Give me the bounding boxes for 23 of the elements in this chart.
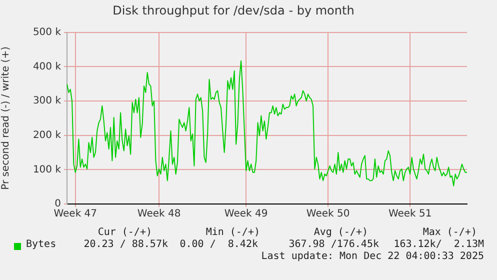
x-tick-label: Week 51: [388, 208, 432, 220]
y-tick-label: 100 k: [32, 164, 62, 176]
y-tick-label: 0: [54, 198, 61, 210]
text: 0.00 / 8.42k: [180, 239, 258, 251]
text: 163.12k/ 2.13M: [394, 239, 484, 251]
text: 20.23 / 88.57k: [84, 239, 168, 251]
legend-label: Bytes: [26, 239, 56, 251]
y-tick-label: 200 k: [32, 130, 62, 141]
y-tick-label: 500 k: [32, 26, 62, 38]
y-tick-label: 300 k: [32, 96, 62, 107]
text: Cur (-/+): [98, 227, 152, 239]
text: Max (-/+): [422, 227, 477, 239]
y-axis-title: Pr second read (-) / write (+): [0, 46, 12, 190]
text: Min (-/+): [206, 227, 260, 239]
x-tick-label: Week 47: [54, 208, 98, 220]
y-tick-label: 400 k: [32, 61, 62, 72]
text: Avg (-/+): [314, 227, 368, 239]
x-tick-label: Week 50: [306, 208, 350, 220]
chart-title: Disk throughput for /dev/sda - by month: [112, 3, 354, 18]
x-tick-label: Week 49: [224, 208, 268, 220]
text: 367.98 /176.45k: [288, 239, 379, 251]
x-tick-label: Week 48: [137, 208, 181, 220]
text: Last update: Mon Dec 22 04:00:33 2025: [261, 251, 484, 263]
